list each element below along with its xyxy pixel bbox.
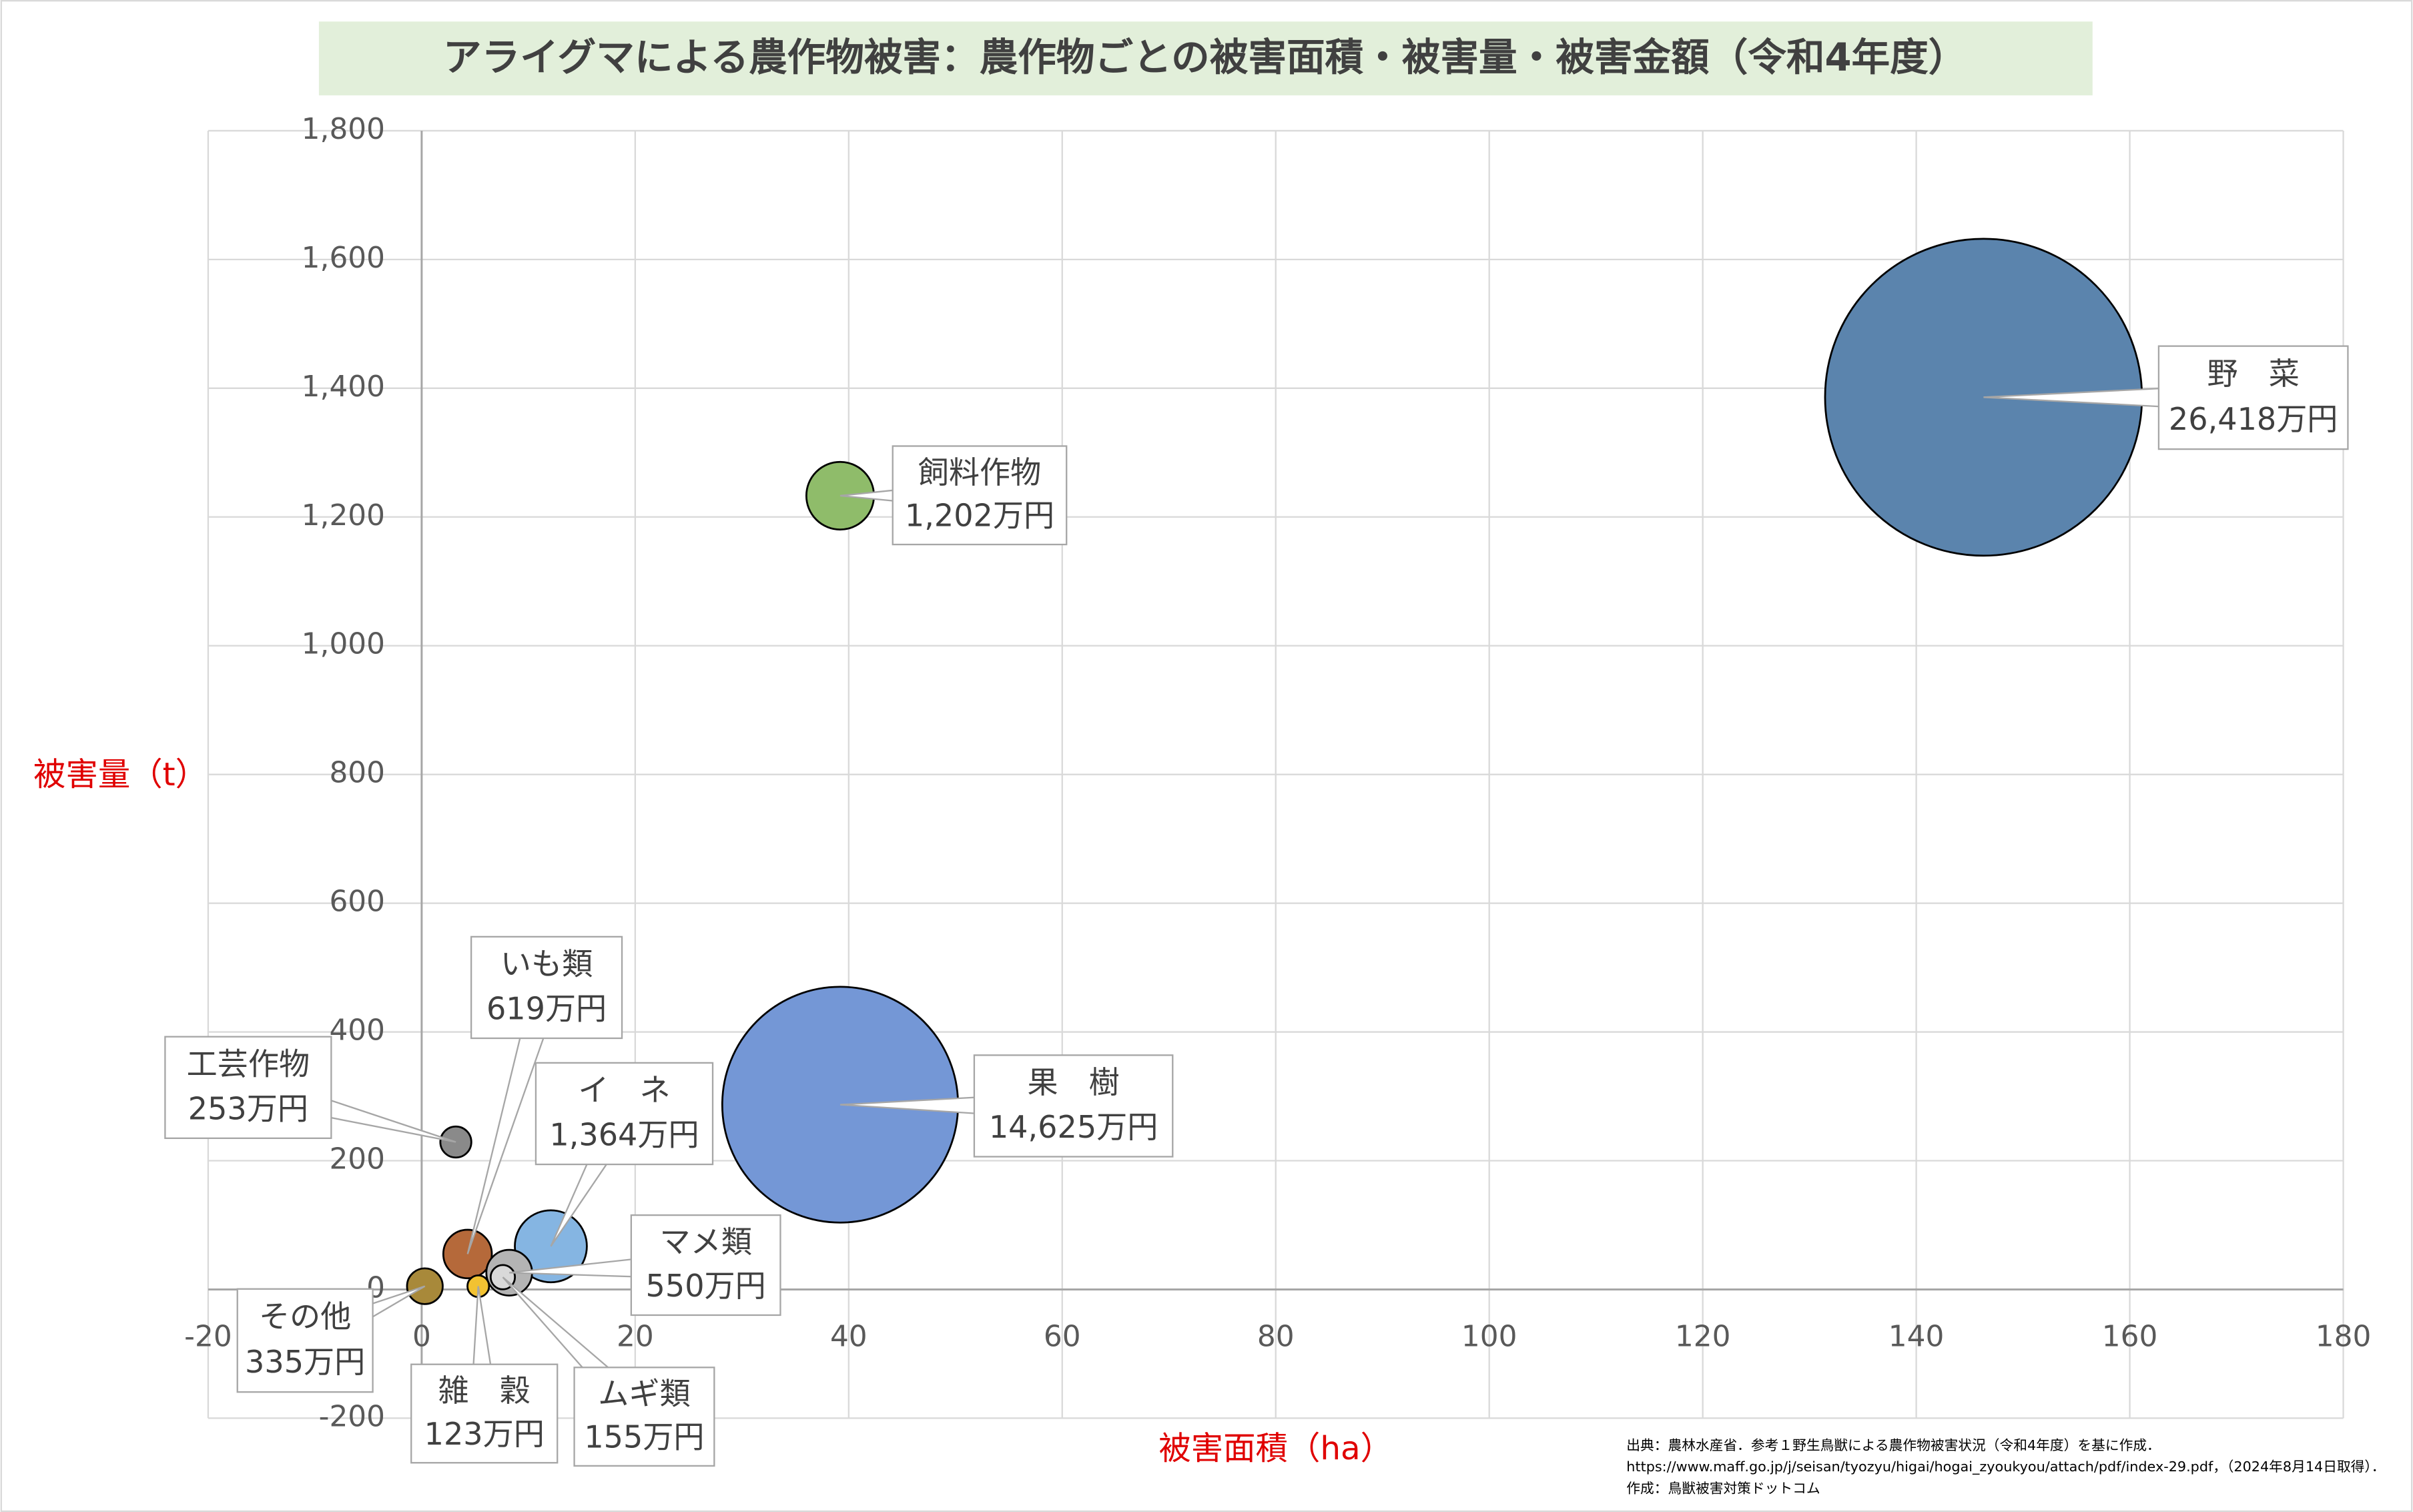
label-name: いも類 <box>500 946 593 982</box>
label-name: 飼料作物 <box>918 454 1041 490</box>
source-note: 出典：農林水産省．参考１野生鳥獣による農作物被害状況（令和4年度）を基に作成． <box>1626 1437 2160 1453</box>
x-tick-label: 80 <box>1257 1320 1295 1354</box>
y-tick-label: 600 <box>329 885 385 919</box>
source-note: https://www.maff.go.jp/j/seisan/tyozyu/h… <box>1626 1459 2385 1475</box>
y-tick-label: 1,200 <box>302 498 385 532</box>
y-tick-label: 400 <box>329 1014 385 1048</box>
x-tick-label: 60 <box>1044 1320 1081 1354</box>
data-label: 1,364万円 <box>549 1116 699 1152</box>
label-name: イ ネ <box>578 1072 670 1108</box>
label-name: 野 菜 <box>2207 356 2300 392</box>
x-tick-label: 160 <box>2102 1320 2158 1354</box>
data-label: 335万円 <box>245 1344 365 1380</box>
y-tick-label: -200 <box>319 1399 385 1433</box>
data-label: 14,625万円 <box>989 1109 1158 1145</box>
label-name: 雑 穀 <box>438 1373 531 1409</box>
y-tick-label: 200 <box>329 1142 385 1176</box>
label-name: マメ類 <box>660 1224 752 1260</box>
label-box <box>892 445 1068 546</box>
data-label: 550万円 <box>646 1268 766 1304</box>
x-tick-label: 120 <box>1675 1320 1731 1354</box>
x-tick-label: 180 <box>2316 1320 2372 1354</box>
chart-title: アライグマによる農作物被害：農作物ごとの被害面積・被害量・被害金額（令和4年度） <box>443 35 1967 80</box>
title-background <box>318 21 2093 95</box>
label-box <box>535 1062 714 1166</box>
label-box <box>2157 345 2349 450</box>
label-name: 果 樹 <box>1027 1064 1119 1100</box>
label-name: ムギ類 <box>598 1376 690 1412</box>
x-tick-label: 140 <box>1888 1320 1945 1354</box>
x-tick-label: 40 <box>830 1320 868 1354</box>
data-label: 619万円 <box>486 990 607 1026</box>
y-tick-label: 1,600 <box>302 241 385 275</box>
label-box <box>630 1214 781 1316</box>
y-axis-title: 被害量（t） <box>33 756 208 793</box>
x-axis-title: 被害面積（ha） <box>1158 1430 1393 1467</box>
source-note: 作成：鳥獣被害対策ドットコム <box>1626 1480 1820 1496</box>
data-label: 1,202万円 <box>905 498 1054 534</box>
data-label: 123万円 <box>424 1416 545 1452</box>
x-tick-label: 100 <box>1461 1320 1517 1354</box>
label-box <box>236 1288 374 1393</box>
y-tick-label: 1,800 <box>302 112 385 146</box>
label-box <box>410 1363 559 1464</box>
x-tick-label: -20 <box>184 1320 232 1354</box>
y-tick-label: 800 <box>329 756 385 790</box>
data-label: 155万円 <box>584 1419 704 1455</box>
label-box <box>573 1367 715 1467</box>
data-label: 26,418万円 <box>2169 401 2338 437</box>
y-tick-label: 1,000 <box>302 627 385 661</box>
label-box <box>470 935 623 1040</box>
label-name: 工芸作物 <box>187 1046 310 1082</box>
x-tick-label: 20 <box>617 1320 654 1354</box>
x-tick-label: 0 <box>412 1320 431 1354</box>
label-box <box>973 1054 1174 1158</box>
data-label: 253万円 <box>188 1090 308 1126</box>
label-name: その他 <box>259 1298 351 1335</box>
y-tick-label: 1,400 <box>302 370 385 404</box>
label-box <box>164 1036 332 1139</box>
